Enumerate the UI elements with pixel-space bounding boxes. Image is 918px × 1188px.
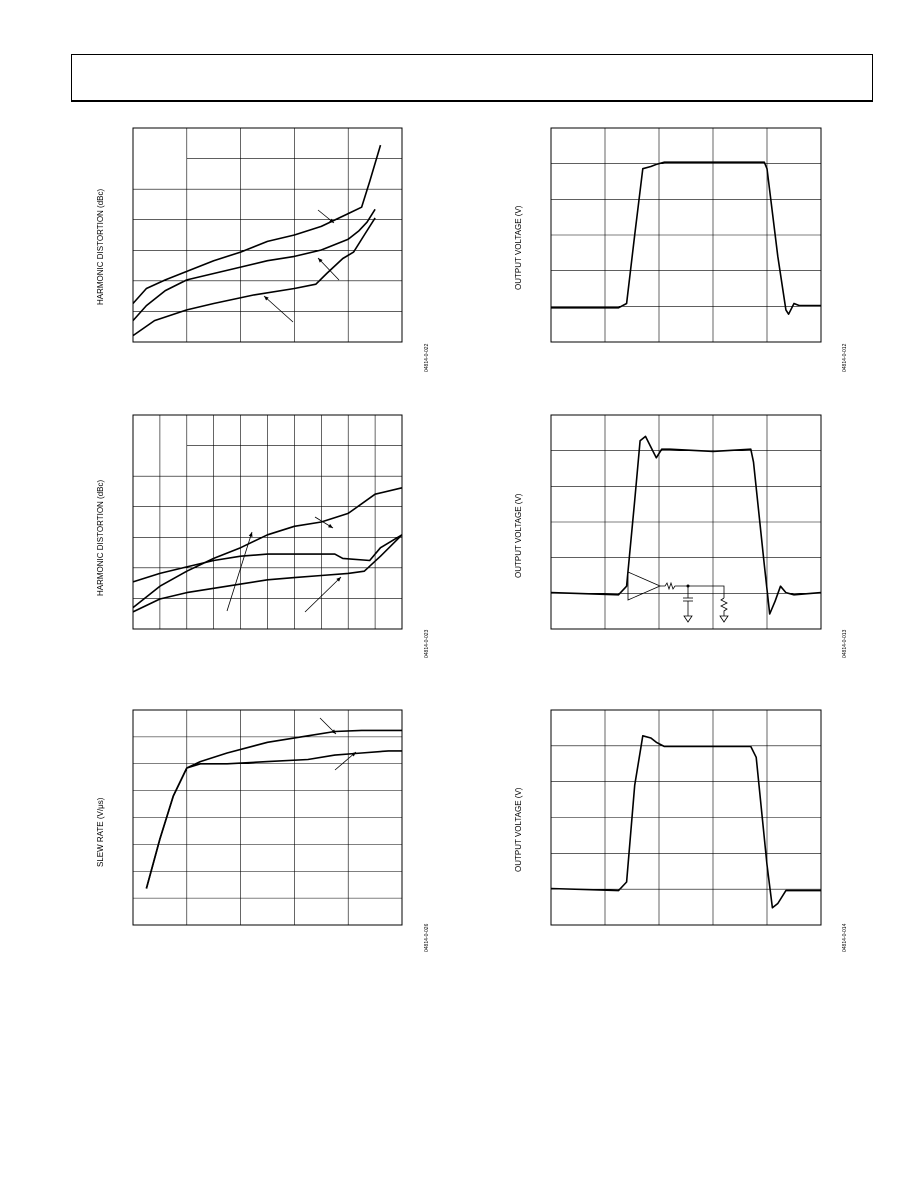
callout-leader xyxy=(304,576,342,613)
figure-id: 04814-0-023 xyxy=(424,629,430,658)
callout-leader xyxy=(226,531,253,612)
series-line-1 xyxy=(551,161,821,316)
load-resistor xyxy=(720,597,728,616)
series-line-1 xyxy=(550,435,822,615)
figure-id: 04814-0-014 xyxy=(842,923,848,952)
resistor-wire xyxy=(660,581,725,598)
callout-arrowhead xyxy=(351,752,356,757)
y-axis-label: HARMONIC DISTORTION (dBc) xyxy=(96,188,105,305)
series-line-2 xyxy=(132,534,403,583)
figure-id: 04814-0-022 xyxy=(424,343,430,372)
series-line-3 xyxy=(132,534,403,613)
series-line-1 xyxy=(145,729,402,889)
y-axis-label: OUTPUT VOLTAGE (V) xyxy=(514,787,523,872)
figure-id: 04814-0-013 xyxy=(842,629,848,658)
circuit-schematic xyxy=(627,571,729,623)
series-line-1 xyxy=(550,734,821,909)
ground-symbol xyxy=(683,615,693,623)
plot-frame xyxy=(132,127,403,343)
callout-arrowhead xyxy=(336,577,341,582)
series-line-1 xyxy=(132,487,403,609)
callout-arrowhead xyxy=(331,729,336,734)
callout-arrowhead xyxy=(248,532,253,537)
figure-id: 04814-0-012 xyxy=(842,343,848,372)
chart-harmonic-distortion-1 xyxy=(132,127,403,343)
chart-output-voltage-3 xyxy=(550,709,822,926)
y-axis-label: HARMONIC DISTORTION (dBc) xyxy=(96,479,105,596)
y-axis-label: SLEW RATE (V/μs) xyxy=(96,797,105,867)
y-axis-label: OUTPUT VOLTAGE (V) xyxy=(514,205,523,290)
series-line-3 xyxy=(132,217,376,337)
callout-arrowhead xyxy=(264,296,269,301)
chart-output-voltage-1 xyxy=(550,127,822,343)
chart-output-voltage-2 xyxy=(550,414,822,630)
y-axis-label: OUTPUT VOLTAGE (V) xyxy=(514,493,523,578)
callout-arrowhead xyxy=(318,258,323,263)
chart-slew-rate xyxy=(132,709,403,926)
callout-leader xyxy=(317,257,340,281)
page-header-box xyxy=(71,54,873,102)
series-line-2 xyxy=(132,208,376,322)
callout-leader xyxy=(263,295,294,323)
series-line-1 xyxy=(132,144,382,305)
figure-id: 04814-0-026 xyxy=(424,923,430,952)
callout-arrowhead xyxy=(329,218,334,223)
callout-leader xyxy=(334,751,357,771)
amplifier-symbol xyxy=(627,571,661,601)
series-line-2 xyxy=(145,750,402,889)
chart-harmonic-distortion-2 xyxy=(132,414,403,630)
ground-symbol xyxy=(719,615,729,623)
callout-arrowhead xyxy=(328,523,333,528)
